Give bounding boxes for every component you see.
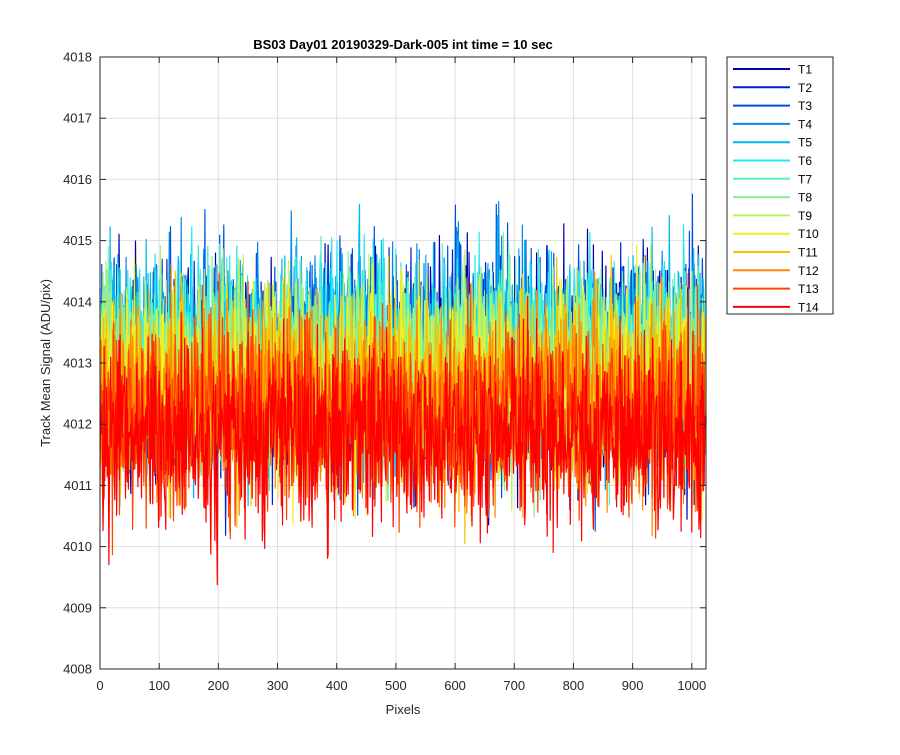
legend-label: T10 bbox=[798, 227, 819, 241]
x-tick-label: 600 bbox=[444, 678, 466, 693]
legend-label: T14 bbox=[798, 300, 819, 314]
chart-title: BS03 Day01 20190329-Dark-005 int time = … bbox=[253, 37, 553, 52]
x-tick-label: 500 bbox=[385, 678, 407, 693]
y-tick-label: 4010 bbox=[63, 539, 92, 554]
legend: T1 T2 T3 T4 T5 T6 T7 T8 T9 T10 T11 T12 T13 T14 bbox=[726, 56, 834, 315]
legend-label: T4 bbox=[798, 117, 812, 131]
y-tick-label: 4016 bbox=[63, 172, 92, 187]
legend-label: T5 bbox=[798, 136, 812, 150]
y-tick-label: 4015 bbox=[63, 233, 92, 248]
y-tick-label: 4014 bbox=[63, 294, 92, 309]
x-tick-label: 900 bbox=[622, 678, 644, 693]
legend-label: T8 bbox=[798, 191, 812, 205]
legend-label: T6 bbox=[798, 154, 812, 168]
y-tick-label: 4009 bbox=[63, 600, 92, 615]
x-tick-label: 0 bbox=[96, 678, 103, 693]
x-axis-label: Pixels bbox=[386, 702, 421, 717]
y-tick-label: 4012 bbox=[63, 417, 92, 432]
x-tick-label: 400 bbox=[326, 678, 348, 693]
x-tick-label: 800 bbox=[563, 678, 585, 693]
series-layer bbox=[99, 193, 707, 586]
series-line-t14 bbox=[99, 273, 707, 586]
legend-label: T1 bbox=[798, 63, 812, 77]
legend-label: T12 bbox=[798, 264, 819, 278]
x-axis: 0 100 200 300 400 500 600 700 800 900 1000 bbox=[96, 57, 706, 693]
legend-label: T3 bbox=[798, 99, 812, 113]
y-tick-label: 4017 bbox=[63, 111, 92, 126]
legend-label: T7 bbox=[798, 172, 812, 186]
y-tick-label: 4018 bbox=[63, 50, 92, 65]
x-tick-label: 700 bbox=[503, 678, 525, 693]
y-axis: 4008 4009 4010 4011 4012 4013 4014 4015 4016 4017… bbox=[63, 50, 706, 677]
x-tick-label: 1000 bbox=[677, 678, 706, 693]
y-axis-label: Track Mean Signal (ADU/pix) bbox=[38, 279, 53, 447]
series-line-t13 bbox=[99, 273, 707, 556]
x-tick-label: 200 bbox=[208, 678, 230, 693]
y-tick-label: 4011 bbox=[64, 478, 92, 493]
legend-label: T9 bbox=[798, 209, 812, 223]
legend-label: T13 bbox=[798, 282, 819, 296]
legend-label: T2 bbox=[798, 81, 812, 95]
y-tick-label: 4013 bbox=[63, 356, 92, 371]
x-tick-label: 100 bbox=[148, 678, 170, 693]
legend-label: T11 bbox=[798, 246, 818, 260]
x-tick-label: 300 bbox=[267, 678, 289, 693]
y-tick-label: 4008 bbox=[63, 662, 92, 677]
